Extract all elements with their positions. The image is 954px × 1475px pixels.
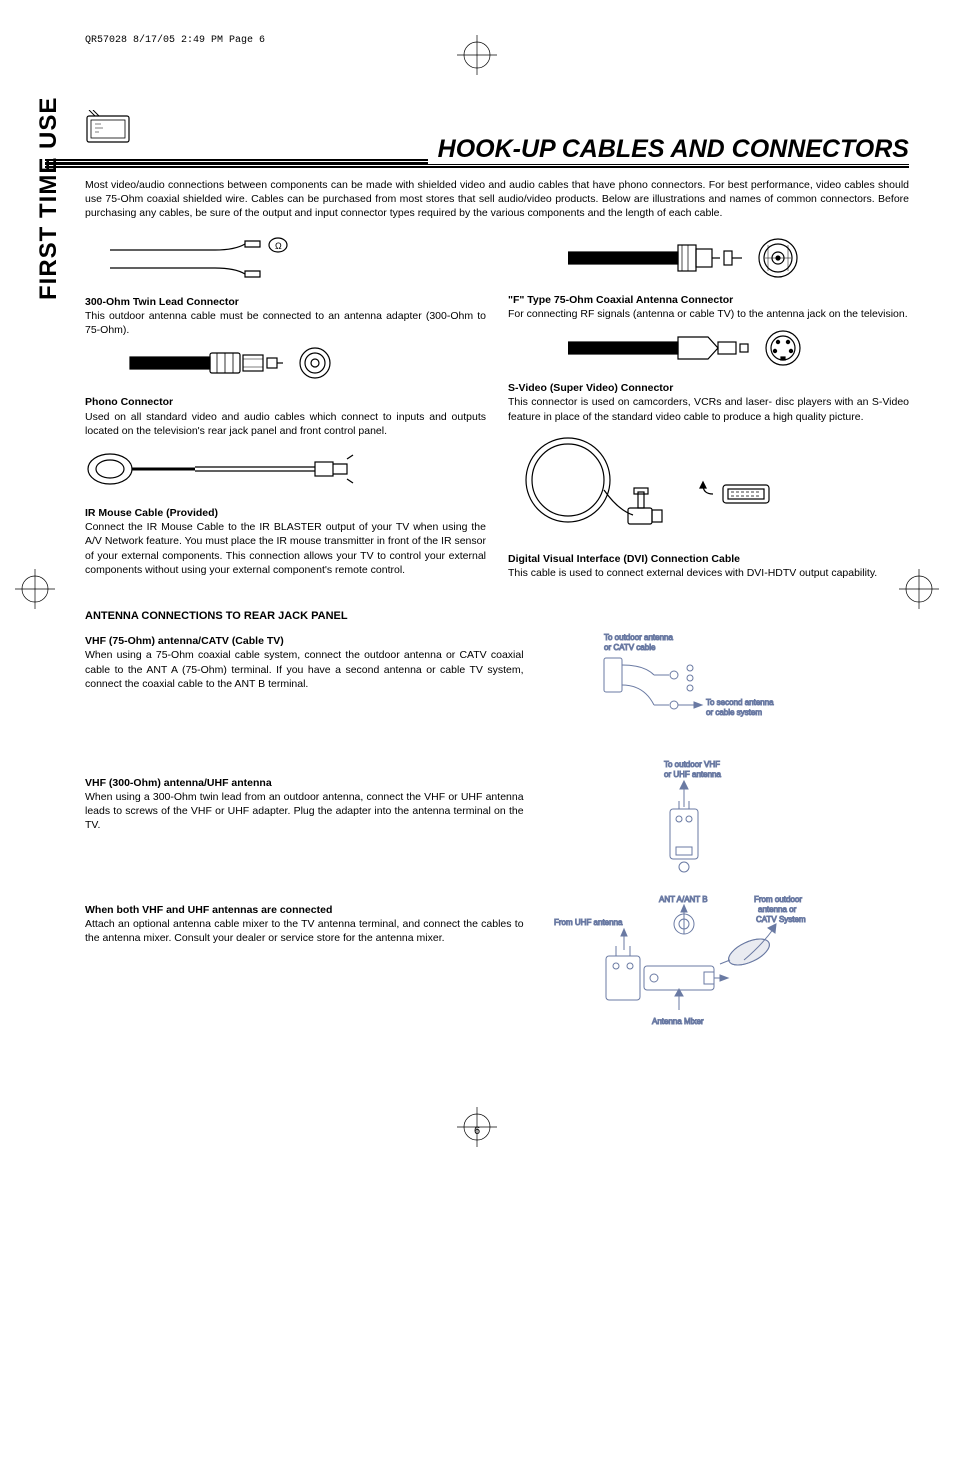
f-type-connector-illustration: [568, 235, 868, 281]
page-title: HOOK-UP CABLES AND CONNECTORS: [428, 135, 909, 164]
title-bar: HOOK-UP CABLES AND CONNECTORS: [45, 159, 909, 168]
right-column: "F" Type 75-Ohm Coaxial Antenna Connecto…: [508, 229, 909, 581]
ir-mouse-cable-illustration: [85, 444, 385, 494]
f-type-heading: "F" Type 75-Ohm Coaxial Antenna Connecto…: [508, 293, 909, 307]
d1-label3: To second antenna: [706, 698, 774, 707]
antenna-connections-section: ANTENNA CONNECTIONS TO REAR JACK PANEL V…: [85, 610, 909, 1055]
svideo-body: This connector is used on camcorders, VC…: [508, 395, 909, 423]
dvi-cable-illustration: [508, 430, 808, 540]
d2-label2: or UHF antenna: [664, 770, 721, 779]
both-heading: When both VHF and UHF antennas are conne…: [85, 903, 524, 917]
dvi-heading: Digital Visual Interface (DVI) Connectio…: [508, 552, 909, 566]
left-column: Ω 300-Ohm Twin Lead Connector This outdo…: [85, 229, 486, 581]
side-label: FIRST TIME USE: [35, 97, 63, 300]
d3-label4: CATV System: [756, 915, 806, 924]
twin-lead-connector-illustration: Ω: [85, 235, 315, 283]
vhf300-heading: VHF (300-Ohm) antenna/UHF antenna: [85, 776, 524, 790]
svideo-heading: S-Video (Super Video) Connector: [508, 381, 909, 395]
twin-lead-heading: 300-Ohm Twin Lead Connector: [85, 295, 486, 309]
file-header-line: QR57028 8/17/05 2:49 PM Page 6: [85, 35, 265, 46]
d1-label4: or cable system: [706, 708, 762, 717]
diagram-antenna-mixer: ANT A/ANT B From outdoor antenna or CATV…: [544, 890, 874, 1050]
ir-mouse-heading: IR Mouse Cable (Provided): [85, 506, 486, 520]
svg-text:Ω: Ω: [275, 241, 282, 251]
antenna-text-column: VHF (75-Ohm) antenna/CATV (Cable TV) Whe…: [85, 630, 524, 1055]
crop-mark-bottom: [457, 1107, 497, 1147]
f-type-body: For connecting RF signals (antenna or ca…: [508, 307, 909, 321]
tv-illustration-icon: [85, 110, 133, 146]
dvi-body: This cable is used to connect external d…: [508, 566, 909, 580]
d3-label2: From outdoor: [754, 895, 802, 904]
svideo-connector-illustration: [568, 327, 868, 369]
diagram-uhf-adapter: To outdoor VHF or UHF antenna: [544, 755, 824, 885]
vhf75-heading: VHF (75-Ohm) antenna/CATV (Cable TV): [85, 634, 524, 648]
twin-lead-body: This outdoor antenna cable must be conne…: [85, 309, 486, 337]
d3-label6: Antenna Mixer: [652, 1017, 704, 1026]
crop-mark-left: [15, 569, 55, 609]
d1-label2: or CATV cable: [604, 643, 656, 652]
antenna-section-heading: ANTENNA CONNECTIONS TO REAR JACK PANEL: [85, 610, 909, 622]
diagram-catv: To outdoor antenna or CATV cable To seco…: [544, 630, 824, 750]
d3-label3: antenna or: [758, 905, 797, 914]
d3-label1: ANT A/ANT B: [659, 895, 708, 904]
d2-label1: To outdoor VHF: [664, 760, 720, 769]
phono-heading: Phono Connector: [85, 395, 486, 409]
intro-paragraph: Most video/audio connections between com…: [85, 178, 909, 221]
both-body: Attach an optional antenna cable mixer t…: [85, 917, 524, 945]
vhf75-body: When using a 75-Ohm coaxial cable system…: [85, 648, 524, 691]
ir-mouse-body: Connect the IR Mouse Cable to the IR BLA…: [85, 520, 486, 577]
phono-body: Used on all standard video and audio cab…: [85, 410, 486, 438]
phono-connector-illustration: [125, 343, 375, 383]
d3-label5: From UHF antenna: [554, 918, 623, 927]
d1-label1: To outdoor antenna: [604, 633, 673, 642]
crop-mark-top: [457, 35, 497, 75]
crop-mark-right: [899, 569, 939, 609]
antenna-diagram-column: To outdoor antenna or CATV cable To seco…: [544, 630, 909, 1055]
vhf300-body: When using a 300-Ohm twin lead from an o…: [85, 790, 524, 833]
